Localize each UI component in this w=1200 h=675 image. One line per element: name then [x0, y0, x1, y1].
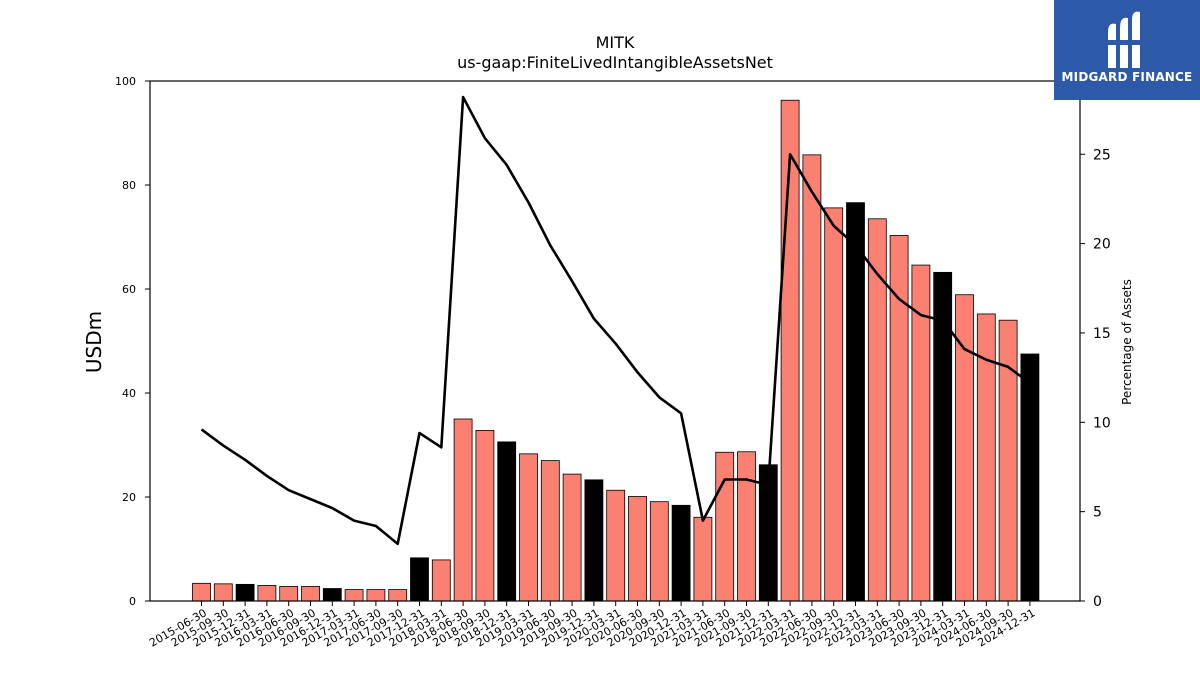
chart-title: MITK: [596, 33, 635, 52]
bar-2017-09-30: [388, 589, 408, 602]
y-tick-label: 100: [115, 75, 136, 88]
midgard-finance-logo: MIDGARD FINANCE: [1054, 0, 1200, 100]
bar-2017-12-31: [410, 557, 429, 602]
bar-2019-09-30: [562, 473, 582, 602]
bar-2020-03-31: [606, 489, 626, 602]
y2-tick-label: 0: [1093, 594, 1102, 610]
y2-tick-label: 10: [1093, 415, 1111, 431]
bar-2022-06-30: [802, 154, 822, 602]
bar-2015-06-30: [192, 582, 211, 602]
percentage-of-assets-line: [200, 95, 1031, 546]
y-tick-label: 20: [122, 491, 136, 504]
bar-2016-03-31: [257, 585, 277, 602]
y2-tick-label: 20: [1093, 237, 1111, 253]
bar-2016-06-30: [279, 586, 299, 602]
bar-2015-12-31: [235, 583, 255, 602]
bar-2024-09-30: [998, 319, 1018, 602]
bar-2020-12-31: [671, 504, 691, 602]
x-tick-labels: 2015-06-302015-09-302015-12-312016-03-31…: [147, 601, 1037, 650]
bar-2018-03-31: [431, 559, 451, 602]
bar-2023-03-31: [867, 218, 887, 602]
line-series: [200, 95, 1031, 546]
y2-axis-label: Percentage of Assets: [1120, 279, 1134, 405]
bar-2022-09-30: [824, 207, 844, 602]
bar-2020-09-30: [649, 501, 669, 602]
bar-2024-12-31: [1020, 353, 1040, 602]
bar-2019-03-31: [519, 453, 538, 602]
y2-tick-label: 15: [1093, 326, 1111, 342]
y2-tick-label: 5: [1093, 505, 1102, 521]
bar-2016-12-31: [322, 588, 342, 602]
y-tick-label: 60: [122, 283, 136, 296]
bar-2016-09-30: [301, 586, 320, 602]
bar-2018-09-30: [475, 430, 495, 602]
chart-subtitle: us-gaap:FiniteLivedIntangibleAssetsNet: [457, 53, 773, 72]
bar-2019-12-31: [584, 479, 604, 602]
y-tick-label: 0: [129, 595, 136, 608]
y-tick-label: 80: [122, 179, 136, 192]
logo-text: MIDGARD FINANCE: [1061, 70, 1193, 84]
bar-2021-09-30: [737, 451, 756, 602]
bar-2022-12-31: [846, 202, 865, 602]
bar-2022-03-31: [780, 99, 800, 602]
bar-2021-06-30: [715, 451, 735, 602]
bar-2015-09-30: [213, 583, 233, 602]
bar-2017-06-30: [366, 589, 386, 602]
bar-2020-06-30: [628, 496, 647, 602]
bar-2018-12-31: [497, 441, 517, 602]
y-axis-label: USDm: [82, 311, 106, 373]
bar-series: [192, 99, 1040, 602]
y-tick-label: 40: [122, 387, 136, 400]
midgard-logo-icon: [1106, 11, 1148, 68]
bar-2017-03-31: [344, 589, 364, 602]
plot-frame: [149, 80, 1081, 602]
axes: 0 20 40 60 80 100 0 5 10 15 20 25: [115, 75, 1111, 610]
bar-2019-06-30: [540, 460, 560, 602]
y2-tick-label: 25: [1093, 147, 1111, 163]
bar-2021-03-31: [693, 516, 713, 602]
bar-2018-06-30: [453, 418, 473, 602]
